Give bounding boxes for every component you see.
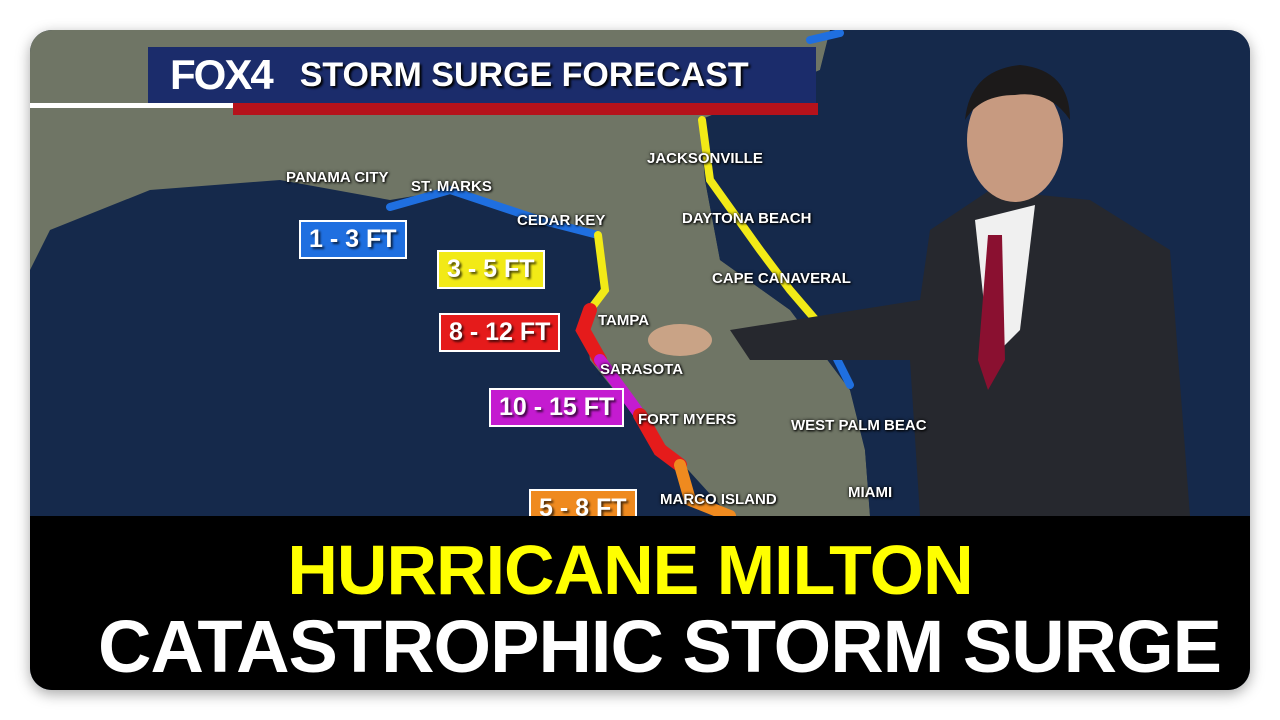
surge-segment-10-15ft bbox=[594, 354, 646, 421]
city-label: CAPE CANAVERAL bbox=[712, 270, 851, 287]
surge-label-1-3ft: 1 - 3 FT bbox=[299, 220, 407, 259]
surge-segment-1-3ft bbox=[386, 185, 602, 239]
fox4-logo: FOX4 bbox=[170, 51, 274, 98]
city-label: PANAMA CITY bbox=[286, 169, 389, 186]
headline-line-1: HURRICANE MILTON bbox=[287, 531, 973, 609]
surge-label-10-15ft: 10 - 15 FT bbox=[489, 388, 625, 427]
thumbnail: PANAMA CITY ST. MARKS CEDAR KEY JACKSONV… bbox=[30, 30, 1250, 690]
hand bbox=[648, 324, 712, 356]
hair bbox=[965, 65, 1070, 120]
meteorologist bbox=[648, 65, 1190, 516]
banner-red-stripe bbox=[233, 103, 818, 115]
city-label: SARASOTA bbox=[600, 361, 684, 378]
surge-segment-east-yellow bbox=[698, 116, 824, 329]
city-label: FORT MYERS bbox=[638, 411, 737, 428]
suit-body bbox=[730, 190, 1190, 516]
title-banner: FOX4 STORM SURGE FORECAST bbox=[148, 47, 816, 103]
surge-segment-8-12ft-tampa bbox=[575, 303, 607, 367]
surge-label-8-12ft: 8 - 12 FT bbox=[439, 313, 561, 352]
city-label: MIAMI bbox=[848, 484, 893, 501]
banner-white-stripe bbox=[30, 103, 233, 108]
surge-segment-3-5ft bbox=[586, 231, 610, 314]
head bbox=[967, 78, 1063, 202]
city-label: ST. MARKS bbox=[411, 178, 492, 195]
headline-bar: HURRICANE MILTON CATASTROPHIC STORM SURG… bbox=[30, 516, 1250, 690]
surge-segment-5-8ft bbox=[674, 459, 736, 522]
city-label: CEDAR KEY bbox=[517, 212, 606, 229]
surge-segment-8-12ft-fortmyers bbox=[633, 408, 687, 472]
city-label: WEST PALM BEAC bbox=[791, 417, 927, 434]
city-label: DAYTONA BEACH bbox=[682, 210, 812, 227]
ocean-gulf bbox=[30, 180, 730, 516]
surge-label-3-5ft: 3 - 5 FT bbox=[437, 250, 545, 289]
banner-title: STORM SURGE FORECAST bbox=[299, 55, 749, 94]
storm-surge-map bbox=[30, 30, 1250, 522]
city-label: JACKSONVILLE bbox=[647, 150, 763, 167]
headline-line-2: CATASTROPHIC STORM SURGE bbox=[98, 605, 1222, 688]
city-label: MARCO ISLAND bbox=[660, 491, 777, 508]
tie bbox=[978, 235, 1005, 390]
city-label: TAMPA bbox=[598, 312, 650, 329]
